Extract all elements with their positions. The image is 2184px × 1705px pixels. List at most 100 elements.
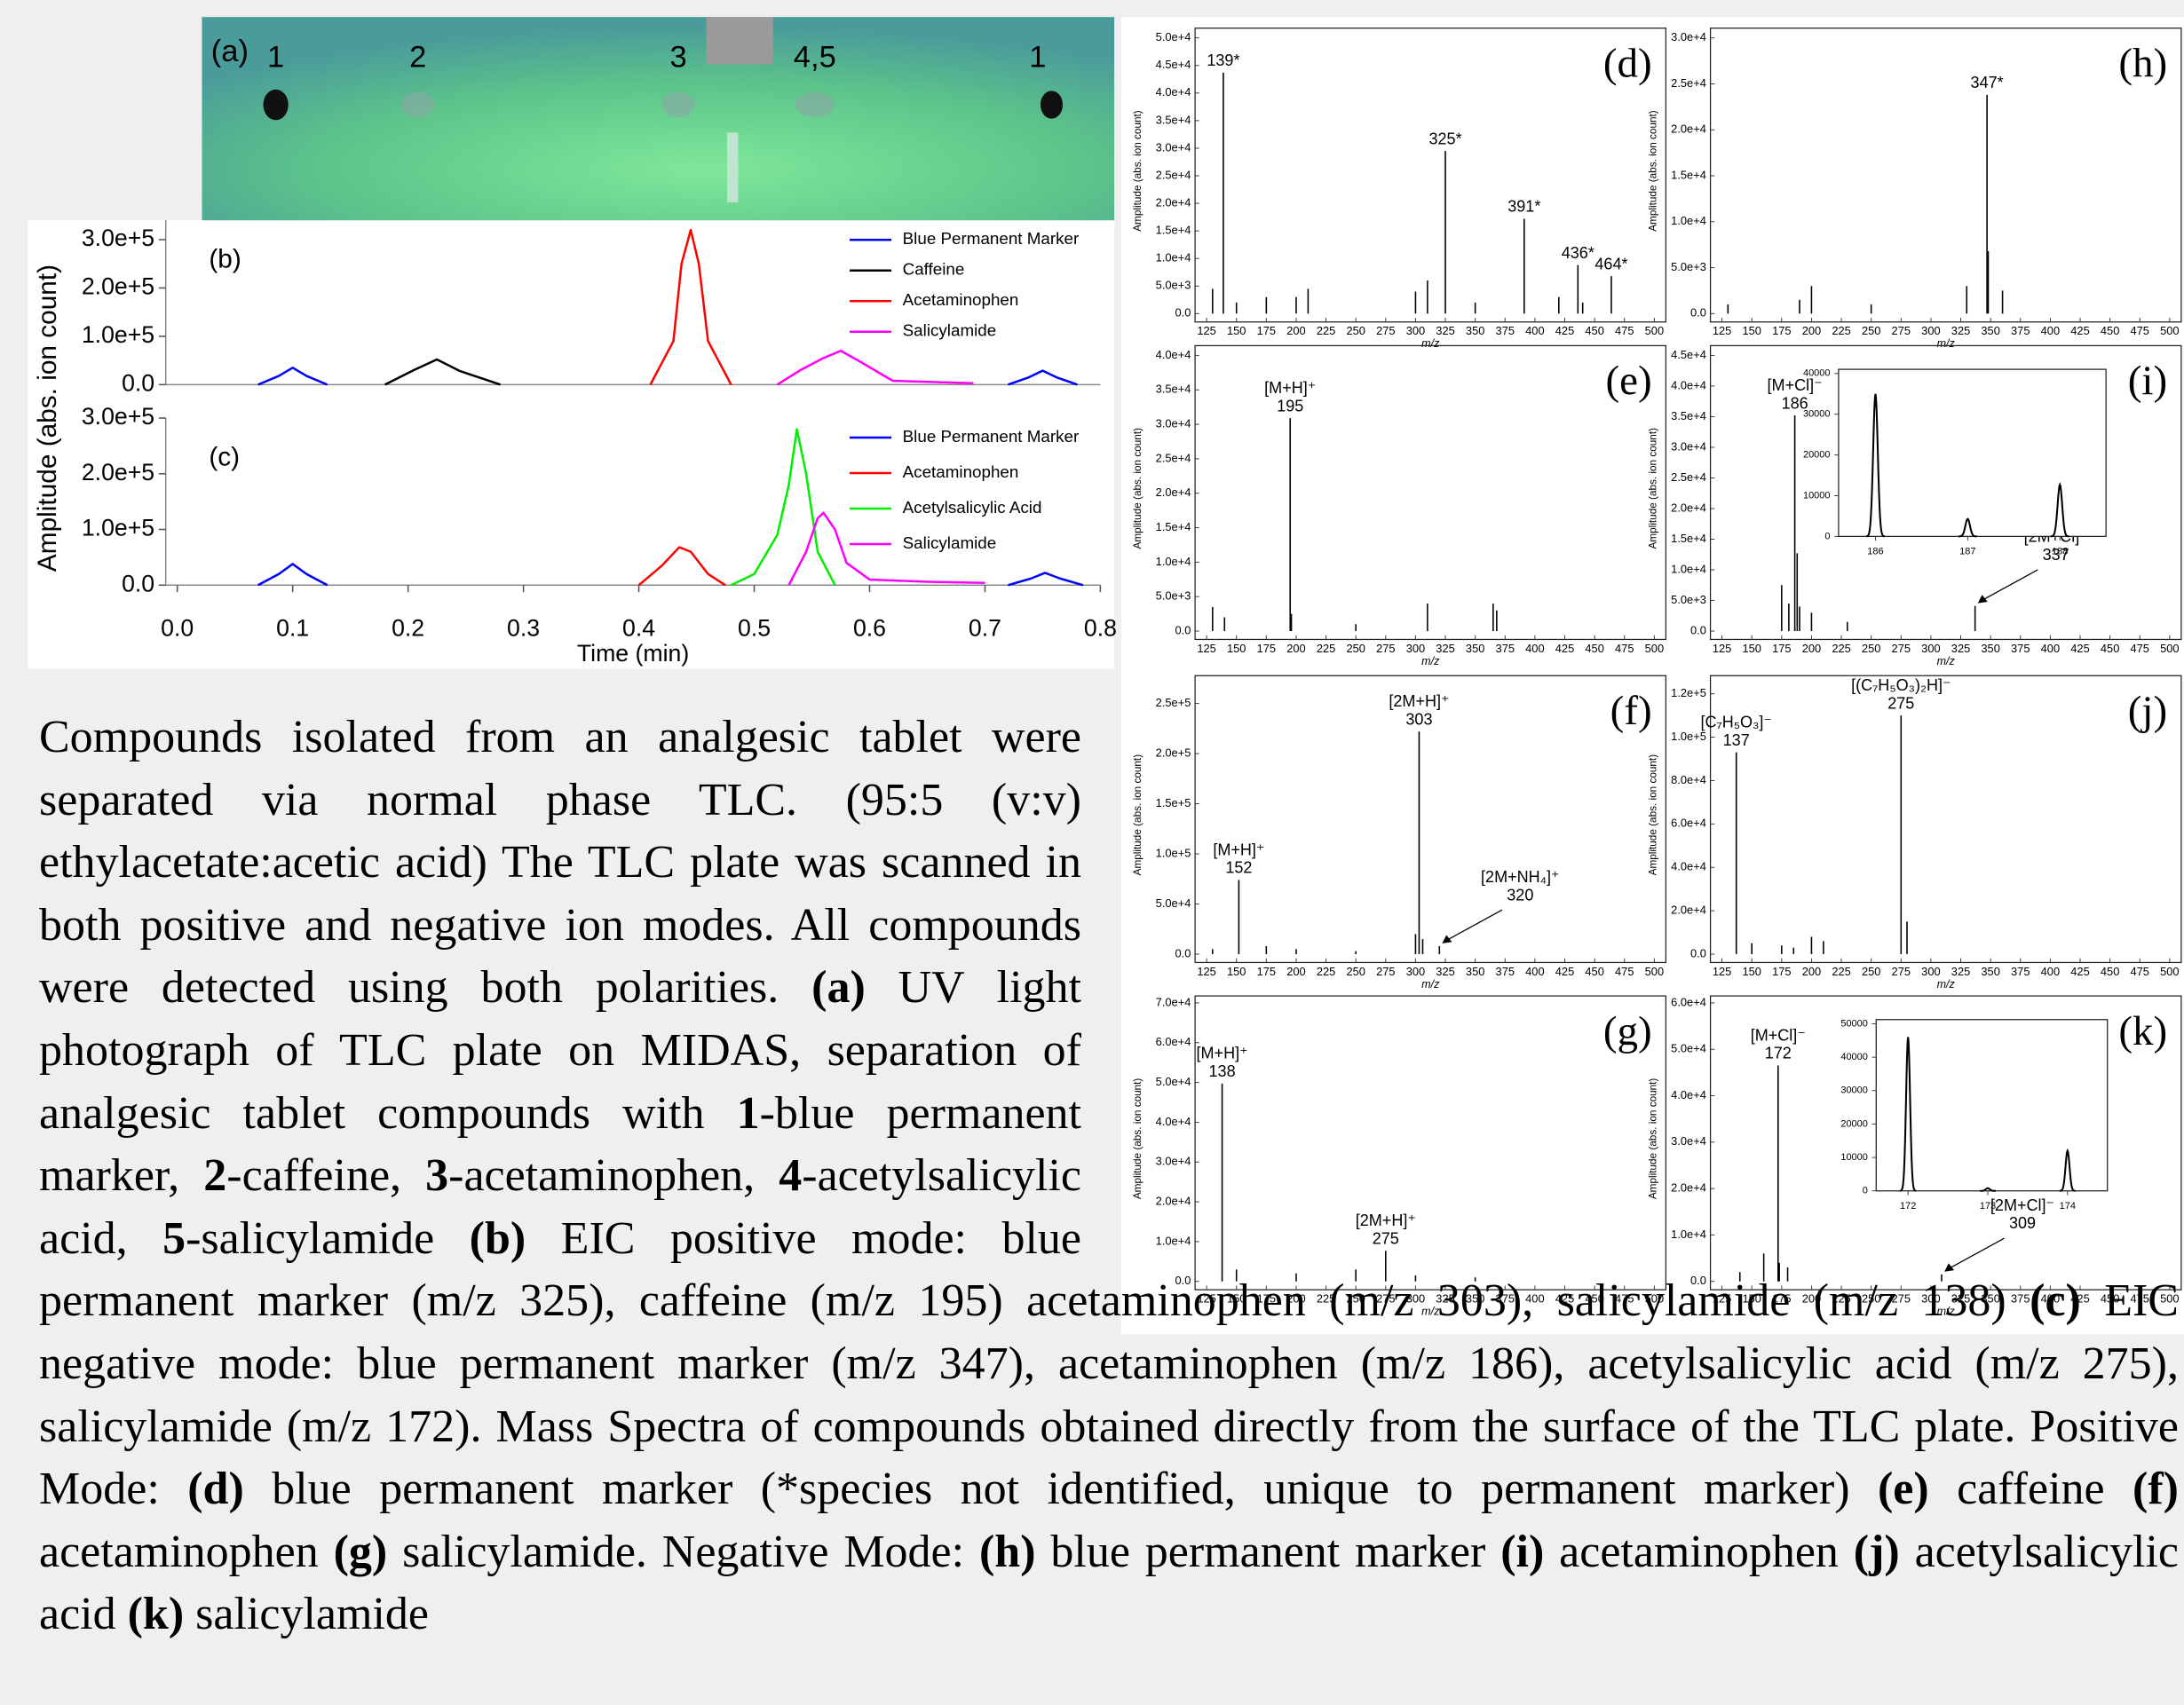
y-tick-label: 1.0e+4 xyxy=(1156,251,1191,264)
caption-run: UV light photograph of TLC plate on MIDA… xyxy=(39,962,1081,1139)
peak-label: 320 xyxy=(1507,886,1533,904)
x-tick-label: 500 xyxy=(2160,965,2179,978)
spot xyxy=(263,89,289,121)
y-tick-label: 1.5e+4 xyxy=(1671,168,1706,181)
inset-peak xyxy=(1958,517,1977,538)
x-tick-label: 475 xyxy=(2131,324,2149,337)
x-tick-label: 425 xyxy=(2070,642,2089,655)
peak-label: [M+H]⁺ xyxy=(1264,379,1316,397)
peak-label: [2M+Cl]⁻ xyxy=(1990,1196,2054,1214)
caption-run: blue permanent marker xyxy=(1035,1526,1501,1577)
x-tick-label: 300 xyxy=(1921,324,1940,337)
caption-run: (k) xyxy=(127,1589,185,1640)
x-tick-label: 250 xyxy=(1346,1292,1365,1306)
caption-run: 3 xyxy=(425,1150,449,1202)
y-tick-label: 8.0e+4 xyxy=(1671,773,1706,786)
x-tick-label: 0.6 xyxy=(853,615,886,642)
x-tick-label: 375 xyxy=(2011,965,2030,978)
y-tick-label: 7.0e+4 xyxy=(1156,995,1191,1008)
x-tick-label: 225 xyxy=(1832,642,1850,655)
inset-y-tick-label: 20000 xyxy=(1803,449,1831,460)
y-tick-label: 1.5e+4 xyxy=(1156,520,1191,533)
x-tick-label: 300 xyxy=(1406,1292,1425,1306)
x-tick-label: 425 xyxy=(2070,324,2089,337)
x-tick-label: 125 xyxy=(1713,642,1731,655)
plot-frame xyxy=(1194,675,1667,964)
x-tick-label: 250 xyxy=(1862,642,1880,655)
lane-label: 4,5 xyxy=(794,40,836,74)
spot xyxy=(795,91,835,118)
legend-label: Salicylamide xyxy=(903,321,997,340)
y-tick-label: 3.0e+4 xyxy=(1156,416,1191,430)
x-tick-label: 375 xyxy=(2011,324,2030,337)
y-tick-label: 5.0e+3 xyxy=(1671,593,1706,606)
caption-run: salicylamide xyxy=(184,1589,429,1640)
caption-run: acetaminophen xyxy=(1544,1526,1854,1577)
x-tick-label: 400 xyxy=(2041,965,2060,978)
x-tick-label: 475 xyxy=(2131,642,2149,655)
spot xyxy=(400,91,435,118)
caption-run: -acetaminophen, xyxy=(448,1150,779,1202)
y-tick-label: 2.0e+4 xyxy=(1671,122,1706,136)
x-tick-label: 200 xyxy=(1286,1292,1305,1306)
x-tick-label: 0.0 xyxy=(161,615,194,642)
caption-run: (a) xyxy=(811,962,866,1014)
peak-label: 137 xyxy=(1723,731,1750,749)
caption-run: EIC negative mode: blue permanent marker… xyxy=(39,1275,2179,1515)
caption-run: caffeine xyxy=(1928,1464,2133,1515)
series-line xyxy=(730,428,836,587)
x-tick-label: 125 xyxy=(1197,1292,1215,1306)
arrow xyxy=(1443,909,1503,943)
panel-label: (d) xyxy=(1603,40,1652,86)
x-tick-label: 275 xyxy=(1892,642,1911,655)
x-tick-label: 500 xyxy=(1645,965,1664,978)
panel-label: (b) xyxy=(209,245,241,274)
y-tick-label: 4.5e+4 xyxy=(1156,58,1191,71)
y-tick-label: 6.0e+4 xyxy=(1156,1035,1191,1048)
plot-frame xyxy=(1194,344,1667,641)
x-tick-label: 375 xyxy=(1496,1292,1515,1306)
peak-label: 152 xyxy=(1225,859,1252,877)
y-tick-label: 2.5e+5 xyxy=(1156,696,1191,709)
x-tick-label: 400 xyxy=(2041,642,2060,655)
x-tick-label: 150 xyxy=(1742,965,1761,978)
peak-label: [2M+NH₄]⁺ xyxy=(1481,868,1560,886)
x-tick-label: 325 xyxy=(1436,642,1454,655)
x-tick-label: 500 xyxy=(1645,324,1664,337)
y-tick-label: 1.5e+5 xyxy=(1156,796,1191,809)
series-line xyxy=(649,228,732,385)
y-tick-label: 3.0e+4 xyxy=(1671,439,1706,453)
y-tick-label: 4.0e+4 xyxy=(1156,1115,1191,1128)
x-tick-label: 175 xyxy=(1257,1292,1276,1306)
tlc-photo: (a) xyxy=(202,17,1115,221)
x-tick-label: 175 xyxy=(1257,642,1276,655)
caption-run: acetaminophen xyxy=(39,1526,334,1577)
peak-label: 186 xyxy=(1782,394,1808,412)
x-tick-label: 275 xyxy=(1892,965,1911,978)
x-tick-label: 300 xyxy=(1921,1292,1940,1306)
y-tick-label: 2.0e+4 xyxy=(1671,904,1706,917)
y-tick-label: 2.0e+4 xyxy=(1156,1194,1191,1207)
y-tick-label: 2.5e+4 xyxy=(1671,76,1706,90)
x-tick-label: 0.5 xyxy=(738,615,771,642)
x-axis-label: m/z xyxy=(1937,337,1956,350)
x-tick-label: 225 xyxy=(1832,1292,1850,1306)
x-tick-label: 275 xyxy=(1376,324,1395,337)
y-tick-label: 0.0 xyxy=(1175,946,1191,959)
lane-label: 1 xyxy=(1029,40,1046,74)
x-tick-label: 150 xyxy=(1227,324,1246,337)
y-tick-label: 4.0e+4 xyxy=(1671,860,1706,873)
x-tick-label: 175 xyxy=(1772,965,1791,978)
x-tick-label: 425 xyxy=(2070,1292,2089,1306)
x-tick-label: 425 xyxy=(1555,1292,1574,1306)
peak-label: 275 xyxy=(1373,1229,1399,1247)
y-tick-label: 5.0e+3 xyxy=(1156,279,1191,292)
x-tick-label: 325 xyxy=(1436,1292,1454,1306)
y-tick-label: 5.0e+4 xyxy=(1156,1075,1191,1088)
inset-x-tick-label: 187 xyxy=(1959,547,1975,557)
y-axis-label: Amplitude (abs. ion count) xyxy=(1132,428,1143,549)
inset-y-tick-label: 0 xyxy=(1863,1186,1868,1196)
peak-label: 464* xyxy=(1594,255,1627,272)
